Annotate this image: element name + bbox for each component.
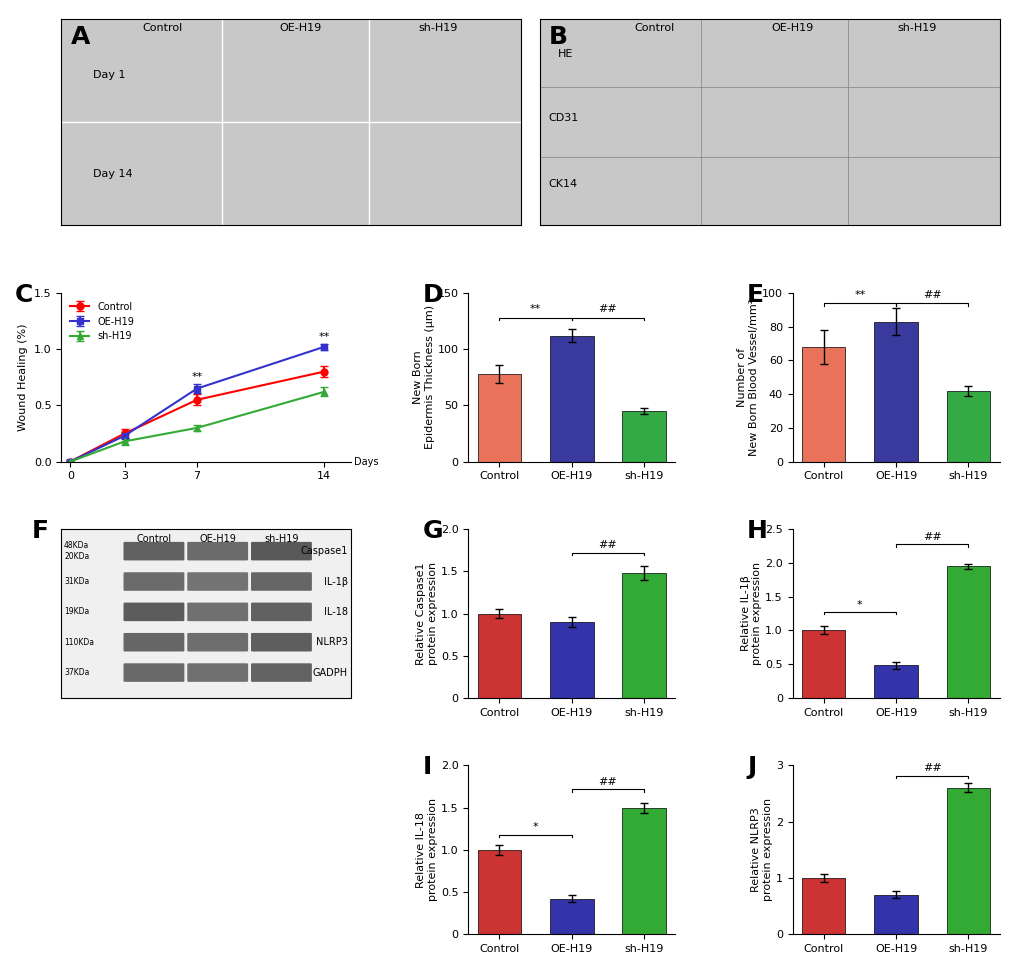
Text: F: F bbox=[33, 519, 49, 543]
Bar bbox=[946, 788, 989, 934]
Text: Control: Control bbox=[137, 534, 171, 544]
Text: NLRP3: NLRP3 bbox=[316, 638, 347, 647]
Text: H: H bbox=[746, 519, 767, 543]
Text: OE-H19: OE-H19 bbox=[199, 534, 235, 544]
FancyBboxPatch shape bbox=[123, 633, 184, 652]
FancyBboxPatch shape bbox=[187, 664, 248, 682]
FancyBboxPatch shape bbox=[187, 572, 248, 590]
Text: CK14: CK14 bbox=[548, 179, 578, 189]
FancyBboxPatch shape bbox=[123, 572, 184, 590]
FancyBboxPatch shape bbox=[251, 664, 312, 682]
Text: OE-H19: OE-H19 bbox=[770, 23, 813, 34]
Bar bbox=[477, 613, 521, 698]
Y-axis label: Relative NLRP3
protein expression: Relative NLRP3 protein expression bbox=[751, 798, 772, 901]
Text: CD31: CD31 bbox=[548, 114, 579, 123]
Bar bbox=[946, 566, 989, 698]
Text: I: I bbox=[422, 755, 432, 779]
FancyBboxPatch shape bbox=[251, 633, 312, 652]
Text: ##: ## bbox=[598, 776, 616, 787]
Y-axis label: Relative IL-1β
protein expression: Relative IL-1β protein expression bbox=[740, 562, 761, 665]
Text: Control: Control bbox=[142, 23, 182, 34]
Y-axis label: Relative Caspase1
protein expression: Relative Caspase1 protein expression bbox=[416, 562, 437, 665]
Text: Caspase1: Caspase1 bbox=[301, 546, 347, 557]
Text: 110KDa: 110KDa bbox=[64, 638, 94, 647]
Bar bbox=[946, 391, 989, 461]
Bar bbox=[801, 878, 845, 934]
Text: J: J bbox=[746, 755, 755, 779]
Text: ##: ## bbox=[598, 304, 616, 314]
Y-axis label: Relative IL-18
protein expression: Relative IL-18 protein expression bbox=[416, 798, 437, 901]
Bar bbox=[801, 631, 845, 698]
FancyBboxPatch shape bbox=[187, 542, 248, 560]
Text: sh-H19: sh-H19 bbox=[897, 23, 935, 34]
Text: *: * bbox=[532, 822, 538, 832]
Text: 48KDa
20KDa: 48KDa 20KDa bbox=[64, 541, 90, 560]
Y-axis label: Wound Healing (%): Wound Healing (%) bbox=[18, 324, 29, 431]
Bar bbox=[873, 895, 917, 934]
Text: A: A bbox=[70, 25, 90, 49]
FancyBboxPatch shape bbox=[187, 603, 248, 621]
Text: ##: ## bbox=[922, 290, 941, 299]
Text: sh-H19: sh-H19 bbox=[419, 23, 458, 34]
Text: HE: HE bbox=[557, 49, 573, 60]
Y-axis label: New Born
Epidermis Thickness (μm): New Born Epidermis Thickness (μm) bbox=[413, 305, 434, 450]
Bar bbox=[801, 347, 845, 461]
Text: sh-H19: sh-H19 bbox=[264, 534, 299, 544]
Bar bbox=[477, 374, 521, 461]
Text: **: ** bbox=[318, 332, 329, 342]
Text: IL-1β: IL-1β bbox=[324, 577, 347, 586]
Text: Days: Days bbox=[354, 456, 378, 467]
Bar bbox=[622, 411, 665, 461]
Text: C: C bbox=[15, 283, 34, 307]
Text: **: ** bbox=[530, 304, 541, 314]
FancyBboxPatch shape bbox=[251, 603, 312, 621]
Bar bbox=[873, 665, 917, 698]
Text: G: G bbox=[422, 519, 443, 543]
FancyBboxPatch shape bbox=[123, 542, 184, 560]
Text: Day 14: Day 14 bbox=[94, 169, 132, 179]
Bar bbox=[622, 808, 665, 934]
Text: **: ** bbox=[192, 372, 203, 381]
Bar bbox=[549, 898, 593, 934]
Text: 31KDa: 31KDa bbox=[64, 577, 90, 586]
Text: GADPH: GADPH bbox=[313, 667, 347, 678]
FancyBboxPatch shape bbox=[187, 633, 248, 652]
Text: B: B bbox=[548, 25, 568, 49]
Text: **: ** bbox=[854, 290, 865, 299]
Text: *: * bbox=[856, 600, 862, 610]
Text: ##: ## bbox=[598, 540, 616, 550]
Text: ##: ## bbox=[922, 764, 941, 773]
FancyBboxPatch shape bbox=[251, 572, 312, 590]
Text: ##: ## bbox=[922, 532, 941, 542]
Text: OE-H19: OE-H19 bbox=[279, 23, 321, 34]
Text: IL-18: IL-18 bbox=[324, 607, 347, 617]
Bar bbox=[873, 322, 917, 461]
Bar bbox=[549, 336, 593, 461]
Text: Control: Control bbox=[634, 23, 674, 34]
Text: Day 1: Day 1 bbox=[94, 70, 125, 80]
Bar bbox=[622, 573, 665, 698]
FancyBboxPatch shape bbox=[251, 542, 312, 560]
Legend: Control, OE-H19, sh-H19: Control, OE-H19, sh-H19 bbox=[66, 298, 138, 346]
Text: D: D bbox=[422, 283, 443, 307]
Y-axis label: Number of
New Born Blood Vessel/mm²: Number of New Born Blood Vessel/mm² bbox=[737, 299, 758, 455]
Text: E: E bbox=[746, 283, 763, 307]
Bar bbox=[549, 622, 593, 698]
FancyBboxPatch shape bbox=[123, 603, 184, 621]
Text: 19KDa: 19KDa bbox=[64, 608, 90, 616]
Bar bbox=[477, 849, 521, 934]
Text: 37KDa: 37KDa bbox=[64, 668, 90, 677]
FancyBboxPatch shape bbox=[123, 664, 184, 682]
